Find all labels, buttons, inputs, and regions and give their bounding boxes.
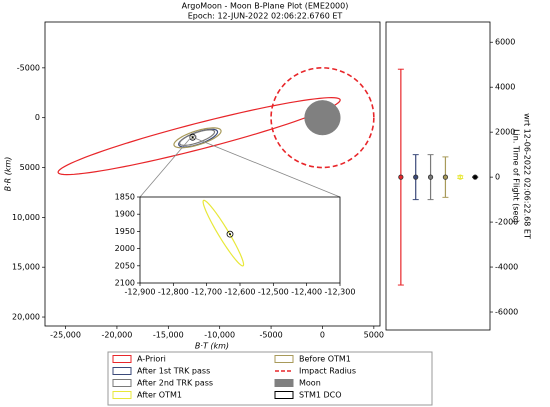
y-tick-label: 4000 [495,83,515,92]
y-tick-label: 6000 [495,38,515,47]
y-tick-label: 15,000 [12,263,40,272]
legend [107,351,433,406]
y-tick-label: 1850 [115,193,135,202]
x-tick-label: 5000 [364,331,384,340]
value-marker [472,174,478,180]
uncertainty-ellipse [179,129,216,146]
legend-label: Moon [299,379,321,388]
target-point-dot [229,233,231,236]
zoom-box [189,135,197,140]
legend-swatch [112,379,132,387]
legend-label: After 2nd TRK pass [137,379,213,388]
value-marker [442,174,449,180]
x-tick-label: -12,800 [158,288,189,297]
x-tick-label: -12,600 [225,288,256,297]
y-tick-label: 2000 [115,244,135,253]
legend-label: STM1 DCO [299,391,342,400]
y-tick-label: 0 [495,173,500,182]
x-tick-label: -12,900 [125,288,156,297]
y-tick-label: 5000 [20,163,40,172]
y-tick-label: 2000 [495,128,515,137]
target-point [226,230,234,238]
x-tick-label: -25,000 [50,331,81,340]
legend-label: Impact Radius [299,367,356,376]
y-tick-label: -6000 [495,308,518,317]
moon [304,100,341,136]
x-tick-label: -20,000 [101,331,132,340]
legend-swatch [112,355,132,363]
y2-axis-label: wrt 12-06-2022 02:06:22.68 ET [523,113,532,239]
x-tick-label: 0 [320,331,325,340]
zoom-connector [139,138,191,198]
legend-swatch [274,391,294,399]
y-tick-label: 10,000 [12,213,40,222]
y-axis-label: B·R (km) [4,157,13,192]
y2-axis-label: Lin. Time of Flight (sec) [512,129,521,223]
uncertainty-ellipse [173,127,222,149]
y-tick-label: -5000 [17,63,40,72]
legend-swatch [112,391,132,399]
x-tick-label: -5000 [259,331,282,340]
x-tick-label: -12,500 [258,288,289,297]
legend-swatch [274,379,294,387]
y-tick-label: 2050 [115,261,135,270]
y-tick-label: 1900 [115,210,135,219]
plot-area [139,196,341,284]
legend-label: A-Priori [137,355,166,364]
target-point-dot [191,136,194,139]
x-axis-label: B·T (km) [195,342,229,351]
y-tick-label: 2100 [115,279,135,288]
impact-radius [270,67,375,169]
value-marker [398,174,404,180]
value-marker [427,174,434,180]
x-tick-label: -10,000 [204,331,235,340]
plot-area [385,21,491,331]
plot-marks [202,199,245,267]
legend-label: After 1st TRK pass [137,367,210,376]
y-tick-label: -4000 [495,263,518,272]
legend-swatch [274,355,294,363]
y-tick-label: -2000 [495,218,518,227]
x-tick-label: -12,300 [325,288,356,297]
y-tick-label: 20,000 [12,313,40,322]
y-tick-label: 0 [35,113,40,122]
x-tick-label: -15,000 [153,331,184,340]
chart-subtitle: Epoch: 12-JUN-2022 02:06:22.6760 ET [188,12,343,21]
uncertainty-ellipse [202,199,245,267]
plot-marks [57,67,375,176]
value-marker [457,174,463,180]
legend-label: Before OTM1 [299,355,351,364]
x-tick-label: -12,400 [291,288,322,297]
zoom-connector [195,138,341,198]
value-marker [413,174,419,180]
legend-swatch [112,367,132,375]
legend-label: After OTM1 [137,391,182,400]
chart-title: ArgoMoon - Moon B-Plane Plot (EME2000) [182,2,349,11]
x-tick-label: -12,700 [191,288,222,297]
y-tick-label: 1950 [115,227,135,236]
